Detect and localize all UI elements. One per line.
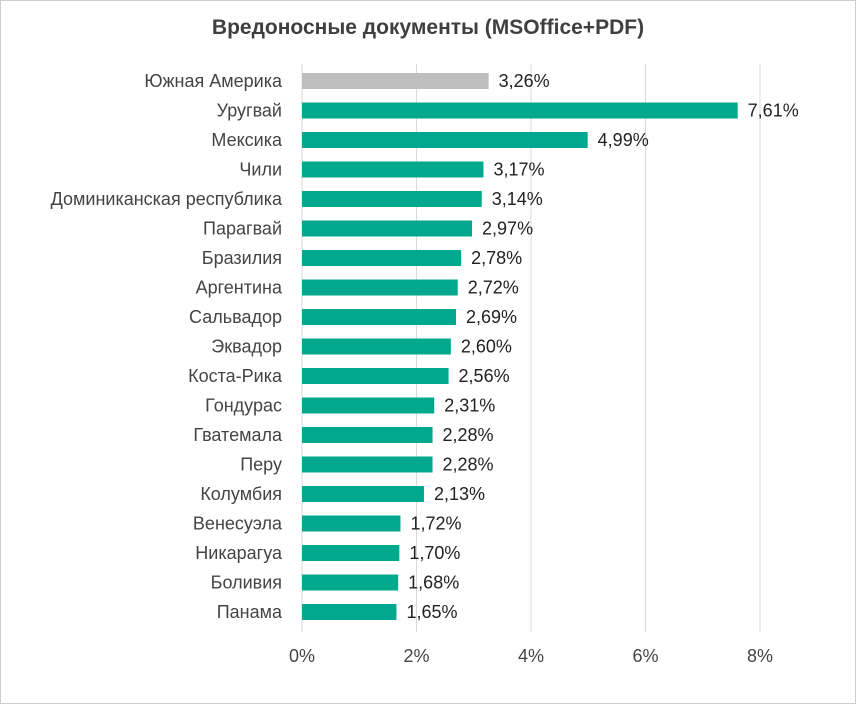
bar-4: [302, 191, 482, 207]
category-label: Чили: [239, 160, 282, 180]
value-label: 3,26%: [499, 71, 550, 91]
bar-1: [302, 102, 738, 119]
value-label: 2,28%: [443, 455, 494, 475]
category-label: Эквадор: [211, 337, 282, 357]
bar-18: [302, 604, 397, 620]
bar-6: [302, 250, 462, 266]
value-label: 2,69%: [466, 307, 517, 327]
bar-9: [302, 338, 451, 355]
value-label: 3,17%: [493, 160, 544, 180]
value-label: 1,65%: [406, 602, 457, 622]
value-label: 2,28%: [443, 425, 494, 445]
category-label: Южная Америка: [144, 71, 283, 91]
category-label: Парагвай: [203, 219, 282, 239]
bar-14: [302, 486, 424, 502]
category-label: Панама: [217, 602, 283, 622]
value-label: 7,61%: [748, 101, 799, 121]
category-label: Перу: [240, 455, 282, 475]
category-label: Мексика: [211, 130, 283, 150]
value-label: 3,14%: [492, 189, 543, 209]
value-label: 4,99%: [598, 130, 649, 150]
category-label: Бразилия: [202, 248, 282, 268]
category-label: Коста-Рика: [188, 366, 283, 386]
category-label: Гватемала: [193, 425, 283, 445]
bar-0: [302, 73, 489, 89]
category-label: Доминиканская республика: [51, 189, 283, 209]
x-tick-label: 8%: [747, 646, 773, 666]
value-label: 1,70%: [409, 543, 460, 563]
category-label: Боливия: [211, 573, 282, 593]
value-label: 2,78%: [471, 248, 522, 268]
x-tick-label: 2%: [403, 646, 429, 666]
value-label: 2,56%: [459, 366, 510, 386]
value-label: 1,72%: [410, 514, 461, 534]
x-tick-label: 0%: [289, 646, 315, 666]
bar-2: [302, 132, 588, 148]
category-label: Уругвай: [217, 101, 282, 121]
category-label: Гондурас: [205, 396, 282, 416]
bar-8: [302, 309, 457, 325]
category-label: Колумбия: [200, 484, 282, 504]
bar-16: [302, 545, 400, 561]
value-label: 2,60%: [461, 337, 512, 357]
bar-3: [302, 161, 484, 178]
category-label: Аргентина: [196, 278, 283, 298]
bar-15: [302, 515, 401, 532]
bar-11: [302, 397, 435, 414]
category-label: Венесуэла: [193, 514, 283, 534]
chart-title: Вредоносные документы (MSOffice+PDF): [211, 16, 645, 39]
bar-13: [302, 456, 433, 473]
bar-12: [302, 427, 433, 443]
category-label: Никарагуа: [195, 543, 283, 563]
value-label: 2,13%: [434, 484, 485, 504]
bar-17: [302, 574, 399, 591]
category-label: Сальвадор: [189, 307, 282, 327]
bar-7: [302, 279, 458, 296]
x-tick-label: 4%: [518, 646, 544, 666]
value-label: 1,68%: [408, 573, 459, 593]
value-label: 2,31%: [444, 396, 495, 416]
value-label: 2,72%: [468, 278, 519, 298]
value-label: 2,97%: [482, 219, 533, 239]
bar-5: [302, 220, 473, 237]
x-tick-label: 6%: [632, 646, 658, 666]
bar-10: [302, 368, 449, 384]
